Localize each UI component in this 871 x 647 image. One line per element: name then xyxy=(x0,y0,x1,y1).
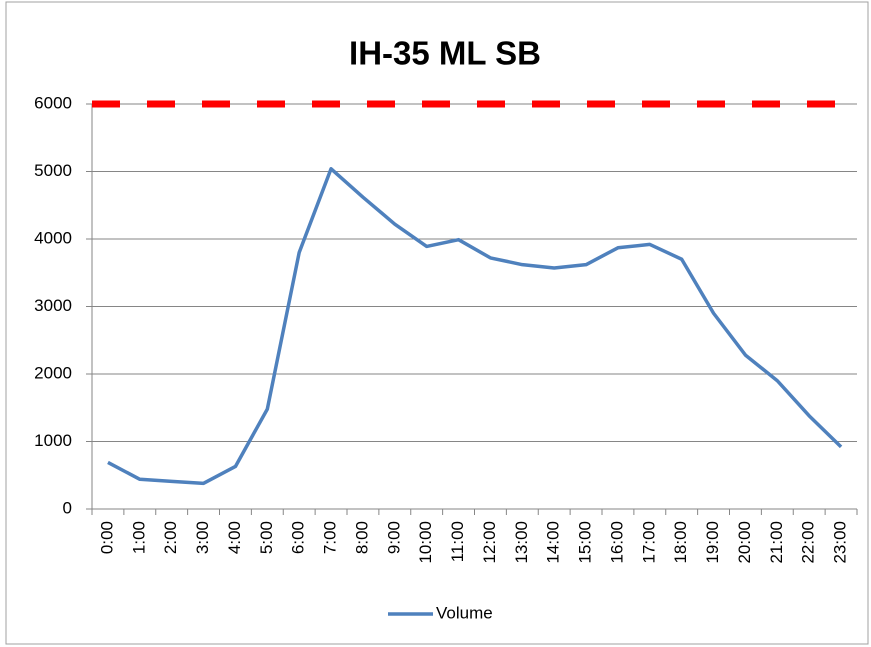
x-tick-label: 11:00 xyxy=(448,521,467,562)
x-tick-label: 4:00 xyxy=(225,521,244,554)
x-tick-label: 12:00 xyxy=(480,521,499,564)
x-tick-label: 9:00 xyxy=(384,521,403,554)
x-tick-label: 17:00 xyxy=(639,521,658,564)
x-tick-label: 8:00 xyxy=(352,521,371,554)
legend-label: Volume xyxy=(436,603,493,622)
y-tick-label: 2000 xyxy=(34,363,72,382)
x-tick-label: 16:00 xyxy=(607,521,626,564)
y-tick-label: 1000 xyxy=(34,431,72,450)
y-tick-label: 6000 xyxy=(34,93,72,112)
x-tick-label: 19:00 xyxy=(703,521,722,564)
y-tick-label: 4000 xyxy=(34,228,72,247)
x-tick-label: 18:00 xyxy=(671,521,690,564)
x-tick-label: 2:00 xyxy=(161,521,180,554)
x-tick-label: 10:00 xyxy=(416,521,435,564)
x-tick-label: 0:00 xyxy=(97,521,116,554)
x-tick-label: 23:00 xyxy=(831,521,850,564)
x-tick-label: 21:00 xyxy=(767,521,786,564)
chart-title: IH-35 ML SB xyxy=(349,35,541,72)
x-tick-label: 6:00 xyxy=(289,521,308,554)
x-tick-label: 3:00 xyxy=(193,521,212,554)
y-tick-label: 0 xyxy=(63,498,72,517)
x-tick-label: 1:00 xyxy=(129,521,148,554)
x-tick-label: 22:00 xyxy=(799,521,818,564)
x-tick-label: 13:00 xyxy=(512,521,531,564)
chart-frame xyxy=(5,1,869,645)
x-tick-label: 20:00 xyxy=(735,521,754,564)
x-tick-label: 14:00 xyxy=(544,521,563,564)
y-tick-label: 5000 xyxy=(34,161,72,180)
y-tick-label: 3000 xyxy=(34,296,72,315)
x-tick-label: 15:00 xyxy=(576,521,595,564)
x-tick-label: 7:00 xyxy=(321,521,340,554)
series-line xyxy=(107,167,843,486)
x-tick-label: 5:00 xyxy=(257,521,276,554)
